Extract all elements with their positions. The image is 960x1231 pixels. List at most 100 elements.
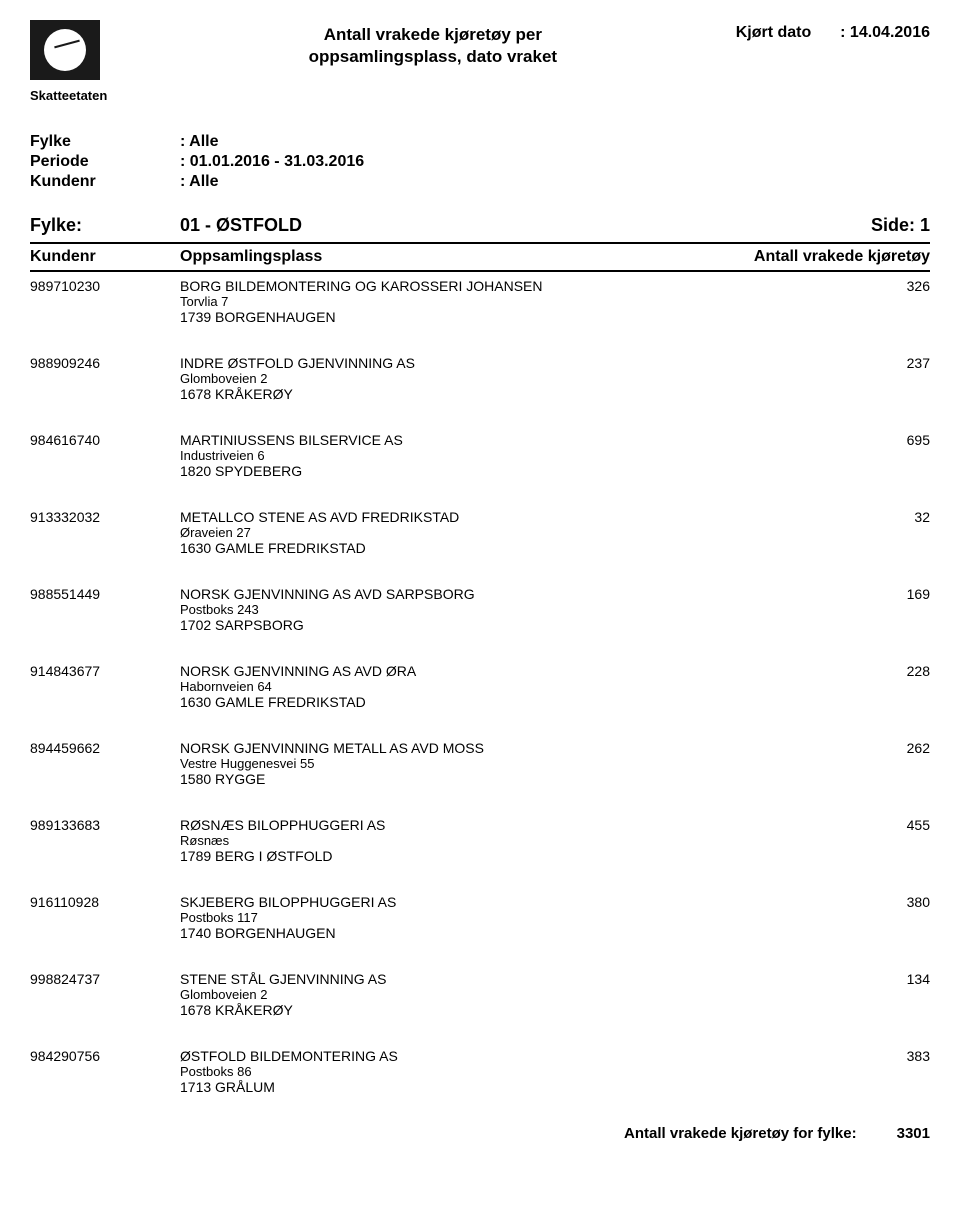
entry-details: NORSK GJENVINNING AS AVD SARPSBORGPostbo… bbox=[180, 586, 870, 633]
table-row: 988909246INDRE ØSTFOLD GJENVINNING ASGlo… bbox=[30, 355, 930, 402]
entry-kundenr: 988551449 bbox=[30, 586, 180, 633]
entry-address: Vestre Huggenesvei 55 bbox=[180, 756, 870, 771]
entry-city: 1740 BORGENHAUGEN bbox=[180, 925, 870, 941]
report-params: Fylke : Alle Periode : 01.01.2016 - 31.0… bbox=[30, 133, 930, 191]
footer-total-label: Antall vrakede kjøretøy for fylke: bbox=[624, 1125, 857, 1142]
entry-count: 380 bbox=[870, 894, 930, 941]
side-label-text: Side: bbox=[871, 215, 915, 235]
entry-count: 326 bbox=[870, 278, 930, 325]
table-row: 894459662NORSK GJENVINNING METALL AS AVD… bbox=[30, 740, 930, 787]
side-value: 1 bbox=[920, 215, 930, 235]
entry-kundenr: 914843677 bbox=[30, 663, 180, 710]
logo-icon bbox=[44, 29, 86, 71]
logo-block: Skatteetaten bbox=[30, 20, 130, 103]
entry-address: Postboks 86 bbox=[180, 1064, 870, 1079]
run-date-label: Kjørt dato bbox=[736, 24, 836, 42]
param-fylke-label: Fylke bbox=[30, 133, 180, 151]
entries-container: 989710230BORG BILDEMONTERING OG KAROSSER… bbox=[30, 278, 930, 1095]
entry-kundenr: 988909246 bbox=[30, 355, 180, 402]
footer-total: Antall vrakede kjøretøy for fylke: 3301 bbox=[30, 1125, 930, 1142]
param-kundenr-label: Kundenr bbox=[30, 173, 180, 191]
entry-name: MARTINIUSSENS BILSERVICE AS bbox=[180, 432, 870, 448]
entry-count: 262 bbox=[870, 740, 930, 787]
entry-details: STENE STÅL GJENVINNING ASGlomboveien 216… bbox=[180, 971, 870, 1018]
entry-details: RØSNÆS BILOPPHUGGERI ASRøsnæs1789 BERG I… bbox=[180, 817, 870, 864]
header-title-line1: Antall vrakede kjøretøy per bbox=[130, 24, 736, 46]
fylke-section-value: 01 - ØSTFOLD bbox=[180, 215, 871, 236]
side-label: Side: 1 bbox=[871, 215, 930, 236]
param-row-periode: Periode : 01.01.2016 - 31.03.2016 bbox=[30, 153, 930, 171]
entry-address: Industriveien 6 bbox=[180, 448, 870, 463]
footer-total-value: 3301 bbox=[897, 1125, 930, 1142]
entry-city: 1820 SPYDEBERG bbox=[180, 463, 870, 479]
table-row: 998824737STENE STÅL GJENVINNING ASGlombo… bbox=[30, 971, 930, 1018]
entry-kundenr: 998824737 bbox=[30, 971, 180, 1018]
header-title-block: Antall vrakede kjøretøy per oppsamlingsp… bbox=[130, 20, 736, 68]
entry-city: 1789 BERG I ØSTFOLD bbox=[180, 848, 870, 864]
entry-address: Torvlia 7 bbox=[180, 294, 870, 309]
entry-count: 383 bbox=[870, 1048, 930, 1095]
col-header-antall: Antall vrakede kjøretøy bbox=[754, 248, 930, 266]
param-fylke-value: : Alle bbox=[180, 133, 219, 151]
table-row: 989710230BORG BILDEMONTERING OG KAROSSER… bbox=[30, 278, 930, 325]
entry-details: SKJEBERG BILOPPHUGGERI ASPostboks 117174… bbox=[180, 894, 870, 941]
entry-city: 1678 KRÅKERØY bbox=[180, 386, 870, 402]
entry-name: NORSK GJENVINNING AS AVD SARPSBORG bbox=[180, 586, 870, 602]
entry-kundenr: 989133683 bbox=[30, 817, 180, 864]
entry-city: 1678 KRÅKERØY bbox=[180, 1002, 870, 1018]
entry-count: 169 bbox=[870, 586, 930, 633]
header-run-date: Kjørt dato : 14.04.2016 bbox=[736, 20, 930, 42]
param-row-kundenr: Kundenr : Alle bbox=[30, 173, 930, 191]
col-header-oppsamlingsplass: Oppsamlingsplass bbox=[180, 248, 754, 266]
entry-kundenr: 894459662 bbox=[30, 740, 180, 787]
entry-count: 32 bbox=[870, 509, 930, 556]
entry-name: SKJEBERG BILOPPHUGGERI AS bbox=[180, 894, 870, 910]
entry-name: METALLCO STENE AS AVD FREDRIKSTAD bbox=[180, 509, 870, 525]
entry-address: Røsnæs bbox=[180, 833, 870, 848]
col-header-kundenr: Kundenr bbox=[30, 248, 180, 266]
entry-name: BORG BILDEMONTERING OG KAROSSERI JOHANSE… bbox=[180, 278, 870, 294]
entry-address: Habornveien 64 bbox=[180, 679, 870, 694]
entry-address: Postboks 243 bbox=[180, 602, 870, 617]
logo-label: Skatteetaten bbox=[30, 88, 130, 103]
header-title-line2: oppsamlingsplass, dato vraket bbox=[130, 46, 736, 68]
entry-name: INDRE ØSTFOLD GJENVINNING AS bbox=[180, 355, 870, 371]
param-row-fylke: Fylke : Alle bbox=[30, 133, 930, 151]
entry-city: 1630 GAMLE FREDRIKSTAD bbox=[180, 540, 870, 556]
entry-city: 1702 SARPSBORG bbox=[180, 617, 870, 633]
entry-details: NORSK GJENVINNING AS AVD ØRAHabornveien … bbox=[180, 663, 870, 710]
entry-details: BORG BILDEMONTERING OG KAROSSERI JOHANSE… bbox=[180, 278, 870, 325]
table-row: 916110928SKJEBERG BILOPPHUGGERI ASPostbo… bbox=[30, 894, 930, 941]
param-kundenr-value: : Alle bbox=[180, 173, 219, 191]
table-row: 913332032METALLCO STENE AS AVD FREDRIKST… bbox=[30, 509, 930, 556]
entry-details: METALLCO STENE AS AVD FREDRIKSTADØraveie… bbox=[180, 509, 870, 556]
entry-kundenr: 916110928 bbox=[30, 894, 180, 941]
entry-details: ØSTFOLD BILDEMONTERING ASPostboks 861713… bbox=[180, 1048, 870, 1095]
entry-name: NORSK GJENVINNING AS AVD ØRA bbox=[180, 663, 870, 679]
entry-kundenr: 989710230 bbox=[30, 278, 180, 325]
entry-kundenr: 984290756 bbox=[30, 1048, 180, 1095]
param-periode-value: : 01.01.2016 - 31.03.2016 bbox=[180, 153, 364, 171]
entry-name: RØSNÆS BILOPPHUGGERI AS bbox=[180, 817, 870, 833]
entry-city: 1713 GRÅLUM bbox=[180, 1079, 870, 1095]
entry-address: Postboks 117 bbox=[180, 910, 870, 925]
param-periode-label: Periode bbox=[30, 153, 180, 171]
entry-kundenr: 913332032 bbox=[30, 509, 180, 556]
table-row: 988551449NORSK GJENVINNING AS AVD SARPSB… bbox=[30, 586, 930, 633]
entry-count: 228 bbox=[870, 663, 930, 710]
entry-count: 237 bbox=[870, 355, 930, 402]
fylke-section-label: Fylke: bbox=[30, 215, 180, 236]
entry-details: MARTINIUSSENS BILSERVICE ASIndustriveien… bbox=[180, 432, 870, 479]
entry-count: 455 bbox=[870, 817, 930, 864]
entry-city: 1630 GAMLE FREDRIKSTAD bbox=[180, 694, 870, 710]
entry-count: 134 bbox=[870, 971, 930, 1018]
entry-name: NORSK GJENVINNING METALL AS AVD MOSS bbox=[180, 740, 870, 756]
logo-box bbox=[30, 20, 100, 80]
entry-city: 1739 BORGENHAUGEN bbox=[180, 309, 870, 325]
entry-city: 1580 RYGGE bbox=[180, 771, 870, 787]
entry-address: Glomboveien 2 bbox=[180, 987, 870, 1002]
entry-details: INDRE ØSTFOLD GJENVINNING ASGlomboveien … bbox=[180, 355, 870, 402]
report-header: Skatteetaten Antall vrakede kjøretøy per… bbox=[30, 20, 930, 103]
table-row: 989133683RØSNÆS BILOPPHUGGERI ASRøsnæs17… bbox=[30, 817, 930, 864]
entry-name: STENE STÅL GJENVINNING AS bbox=[180, 971, 870, 987]
